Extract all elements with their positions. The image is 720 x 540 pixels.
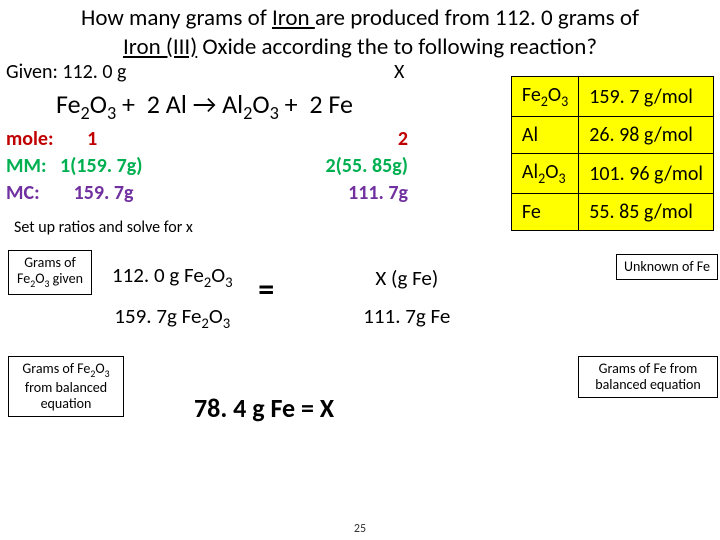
- mc-value: 159. 7g: [60, 181, 133, 205]
- formula-cell: Al: [511, 117, 578, 154]
- stoich-left-column: mole: 1 MM:1(159. 7g) MC: 159. 7g: [6, 126, 143, 207]
- fe-mc: 111. 7g: [308, 180, 408, 207]
- denominator: 159. 7g Fe2O3: [104, 297, 241, 338]
- chemical-equation: Fe2O3 + 2 Al → Al2O3 + 2 Fe: [56, 88, 353, 124]
- mass-cell: 101. 96 g/mol: [579, 154, 714, 194]
- callout-given-grams: Grams of Fe2O3 given: [8, 250, 92, 295]
- table-row: Fe55. 85 g/mol: [511, 194, 713, 231]
- stoich-fe-column: 2 2(55. 85g) 111. 7g: [308, 126, 408, 207]
- table-row: Al26. 98 g/mol: [511, 117, 713, 154]
- title-iron: Iron: [272, 4, 315, 32]
- title-iron3: Iron (III): [123, 33, 197, 61]
- numerator: X (g Fe): [292, 259, 522, 297]
- table-row: Al2O3101. 96 g/mol: [511, 154, 713, 194]
- x-label: X: [394, 60, 404, 84]
- formula-cell: Fe2O3: [511, 77, 578, 117]
- final-answer: 78. 4 g Fe = X: [194, 392, 334, 424]
- right-fraction: X (g Fe) 111. 7g Fe: [292, 259, 522, 335]
- mole-value: 1: [60, 127, 97, 151]
- mass-cell: 159. 7 g/mol: [579, 77, 714, 117]
- formula-cell: Fe: [511, 194, 578, 231]
- table-row: Fe2O3159. 7 g/mol: [511, 77, 713, 117]
- molar-mass-table: Fe2O3159. 7 g/mol Al26. 98 g/mol Al2O310…: [511, 76, 714, 231]
- mole-label: mole:: [6, 126, 60, 153]
- fe-mm: 2(55. 85g): [308, 153, 408, 180]
- ratio-equation: 112. 0 g Fe2O3 159. 7g Fe2O3 = X (g Fe) …: [104, 256, 604, 356]
- title-part1: How many grams of: [81, 4, 272, 32]
- denominator: 111. 7g Fe: [292, 297, 522, 335]
- numerator: 112. 0 g Fe2O3: [104, 256, 241, 297]
- callout-balanced-fe2o3: Grams of Fe2O3 from balanced equation: [8, 356, 124, 417]
- mc-label: MC:: [6, 180, 60, 207]
- fe-mole: 2: [308, 126, 408, 153]
- mass-cell: 55. 85 g/mol: [579, 194, 714, 231]
- page-number: 25: [0, 522, 720, 536]
- callout-balanced-fe: Grams of Fe from balanced equation: [578, 356, 718, 398]
- mm-label: MM:: [6, 153, 60, 180]
- mass-cell: 26. 98 g/mol: [579, 117, 714, 154]
- callout-unknown-fe: Unknown of Fe: [616, 254, 718, 280]
- title-part2: are produced from 112. 0 grams of: [315, 4, 639, 32]
- equals-sign: =: [244, 270, 288, 325]
- question-title: How many grams of Iron are produced from…: [0, 0, 720, 62]
- left-fraction: 112. 0 g Fe2O3 159. 7g Fe2O3: [104, 256, 241, 338]
- given-label: Given: 112. 0 g: [6, 60, 126, 84]
- title-part3: Oxide according the to following reactio…: [197, 33, 597, 61]
- setup-instruction: Set up ratios and solve for x: [14, 218, 193, 237]
- mm-value: 1(159. 7g): [60, 154, 143, 178]
- formula-cell: Al2O3: [511, 154, 578, 194]
